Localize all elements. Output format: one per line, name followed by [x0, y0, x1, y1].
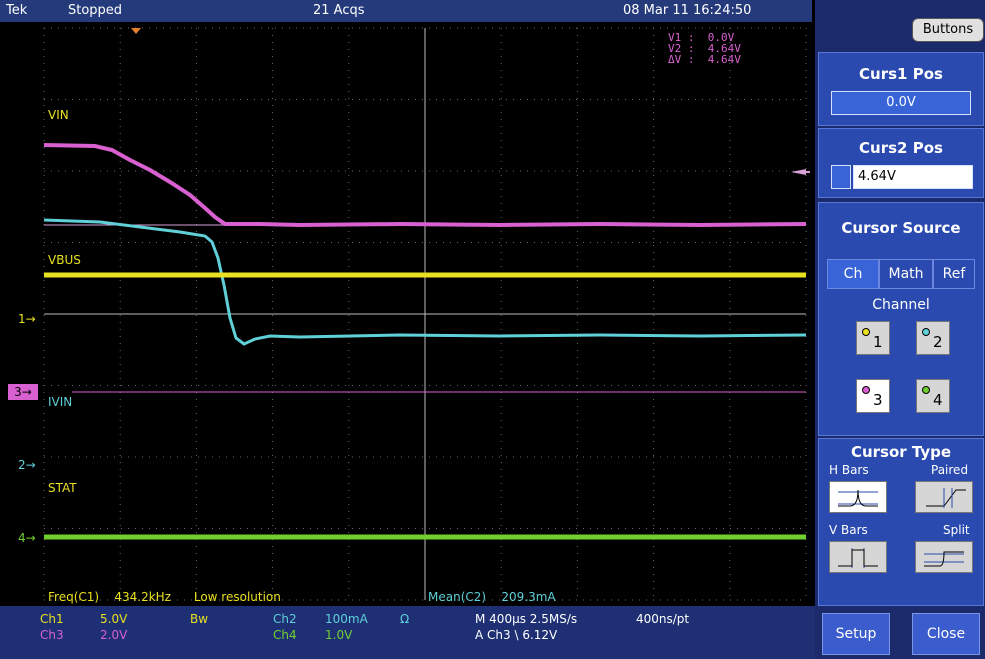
- split-icon[interactable]: [915, 541, 973, 573]
- date-time: 08 Mar 11 16:24:50: [623, 3, 752, 18]
- channel-3-button[interactable]: 3: [856, 379, 890, 413]
- brand-label: Tek: [6, 3, 28, 18]
- bw-limit: Bw: [190, 612, 209, 626]
- trigger-setting[interactable]: A Ch3 \ 6.12V: [475, 628, 558, 642]
- ch3-scale: 2.0V: [100, 628, 128, 642]
- ch1-scale: 5.0V: [100, 612, 128, 626]
- buttons-button[interactable]: Buttons: [912, 18, 984, 42]
- vbars-icon[interactable]: [829, 541, 887, 573]
- measurement-mean: Mean(C2) 209.3mA: [428, 590, 556, 604]
- label-ivin: IVIN: [48, 395, 73, 409]
- curs2-panel: Curs2 Pos 4.64V: [818, 128, 984, 198]
- cursor-readout: V1 : 0.0V V2 : 4.64V ΔV : 4.64V: [668, 31, 741, 66]
- graticule: [43, 27, 810, 601]
- close-button[interactable]: Close: [912, 613, 980, 655]
- paired-icon[interactable]: [915, 481, 973, 513]
- acq-status: Stopped: [68, 3, 123, 18]
- ch2-marker[interactable]: 2→: [18, 458, 36, 472]
- record-rate: 400ns/pt: [636, 612, 690, 626]
- vbars-label: V Bars: [829, 523, 868, 537]
- cursor-source-panel: Cursor Source Ch Math Ref Channel 1 2 3 …: [818, 202, 984, 436]
- timebase[interactable]: M 400µs 2.5MS/s: [475, 612, 578, 626]
- status-bar: Tek Stopped 21 Acqs 08 Mar 11 16:24:50: [0, 0, 812, 22]
- curs1-pos-field[interactable]: 0.0V: [831, 91, 971, 115]
- curs2-title: Curs2 Pos: [859, 139, 943, 157]
- tab-math[interactable]: Math: [879, 259, 933, 289]
- cursor-source-title: Cursor Source: [841, 219, 961, 237]
- channel-4-button[interactable]: 4: [916, 379, 950, 413]
- ch4-scale: 1.0V: [325, 628, 353, 642]
- ch2-scale: 100mA: [325, 612, 368, 626]
- curs1-panel: Curs1 Pos 0.0V: [818, 52, 984, 126]
- acq-count: 21 Acqs: [313, 3, 365, 18]
- ch1-marker[interactable]: 1→: [18, 312, 36, 326]
- measurement-freq: Freq(C1) 434.2kHz Low resolution: [48, 590, 281, 604]
- cursor-side-panel: Buttons Curs1 Pos 0.0V Curs2 Pos 4.64V C…: [815, 0, 985, 659]
- ch2-label[interactable]: Ch2: [273, 612, 297, 626]
- curs1-title: Curs1 Pos: [859, 65, 943, 83]
- keypad-icon[interactable]: [831, 165, 851, 189]
- cursor-type-title: Cursor Type: [850, 443, 952, 461]
- ch4-label[interactable]: Ch4: [273, 628, 297, 642]
- setup-button[interactable]: Setup: [822, 613, 890, 655]
- cursor-type-panel: Cursor Type H Bars Paired V Bars Split: [818, 438, 984, 606]
- ch3-marker[interactable]: 3→: [8, 384, 38, 400]
- ch3-label[interactable]: Ch3: [40, 628, 64, 642]
- curs2-pos-field[interactable]: 4.64V: [853, 165, 973, 189]
- center-axes: [44, 28, 806, 600]
- label-vbus: VBUS: [48, 253, 81, 267]
- ohm-icon: Ω: [400, 612, 410, 626]
- ch4-marker[interactable]: 4→: [18, 531, 36, 545]
- channel-settings-bar: Ch1 5.0V Bw Ch2 100mA Ω Ch3 2.0V Ch4 1.0…: [0, 606, 815, 659]
- hbars-label: H Bars: [829, 463, 869, 477]
- channel-1-button[interactable]: 1: [856, 321, 890, 355]
- trace-vin: [43, 143, 807, 228]
- channel-label: Channel: [872, 297, 930, 313]
- hbars-icon[interactable]: [829, 481, 887, 513]
- paired-label: Paired: [931, 463, 969, 477]
- label-stat: STAT: [48, 481, 77, 495]
- waveform-display: VIN VBUS IVIN STAT 1→ 2→ 3→ 4→ V1 : 0.0V…: [0, 22, 812, 606]
- tab-ch[interactable]: Ch: [827, 259, 879, 289]
- trace-ivin: [43, 218, 807, 346]
- label-vin: VIN: [48, 108, 69, 122]
- tab-ref[interactable]: Ref: [933, 259, 975, 289]
- channel-2-button[interactable]: 2: [916, 321, 950, 355]
- trigger-position-marker[interactable]: [131, 28, 141, 34]
- ch1-label[interactable]: Ch1: [40, 612, 64, 626]
- split-label: Split: [943, 523, 970, 537]
